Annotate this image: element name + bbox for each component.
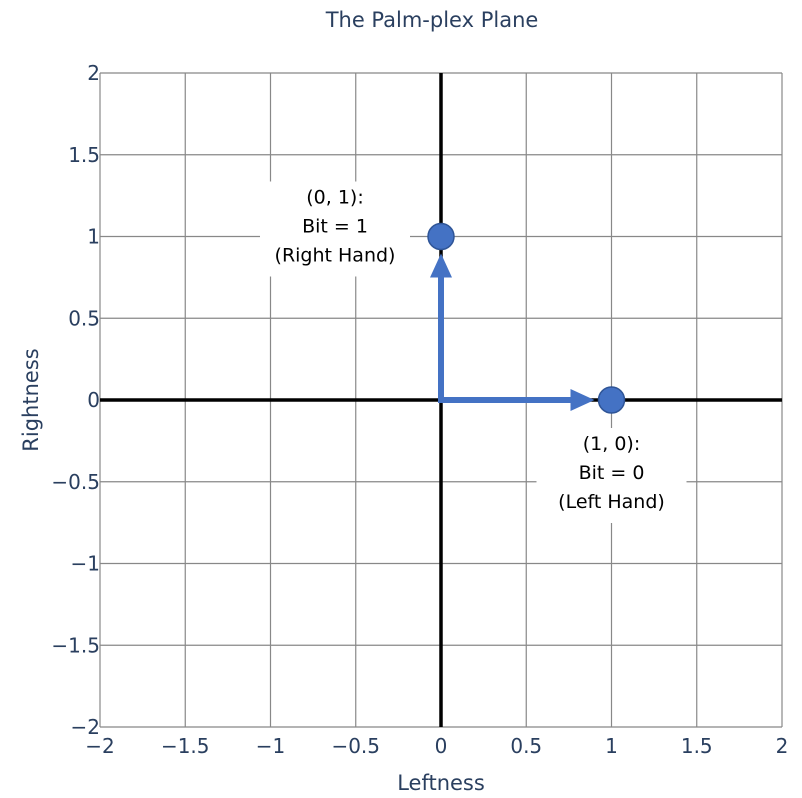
y-tick-label: −2 — [71, 715, 100, 739]
data-point — [597, 386, 626, 414]
y-tick-label: −0.5 — [51, 470, 100, 494]
y-tick-label: −1 — [71, 552, 100, 576]
vectors — [430, 253, 595, 411]
point-annotation: (1, 0): Bit = 0 (Left Hand) — [536, 428, 687, 523]
y-tick-label: 1 — [87, 225, 100, 249]
annotation-background — [260, 181, 410, 277]
points — [427, 222, 626, 414]
x-tick-label: −1 — [256, 734, 285, 758]
annotation-line: Bit = 0 — [579, 462, 645, 484]
vector-arrow — [438, 389, 595, 411]
annotation-line: (1, 0): — [583, 433, 640, 455]
annotation-line: Bit = 1 — [302, 216, 368, 238]
y-tick-label: 1.5 — [68, 143, 100, 167]
y-tick-label: 0 — [87, 388, 100, 412]
x-tick-label: −1.5 — [161, 734, 210, 758]
y-tick-label: 0.5 — [68, 306, 100, 330]
x-tick-label: 1.5 — [681, 734, 713, 758]
x-tick-label: 2 — [776, 734, 789, 758]
vector-arrow — [430, 253, 452, 403]
data-point — [427, 222, 455, 251]
x-tick-label: −0.5 — [331, 734, 380, 758]
x-tick-labels: −2 −1.5 −1 −0.5 0 0.5 1 1.5 2 — [85, 734, 788, 758]
annotation-line: (Left Hand) — [558, 491, 665, 513]
y-tick-label: 2 — [87, 61, 100, 85]
x-tick-label: −2 — [85, 734, 114, 758]
annotations: (0, 1): Bit = 1 (Right Hand) (1, 0): Bit = 0… — [260, 181, 687, 523]
point-annotation: (0, 1): Bit = 1 (Right Hand) — [260, 181, 410, 277]
x-tick-label: 0.5 — [510, 734, 542, 758]
annotation-line: (Right Hand) — [275, 245, 396, 267]
x-axis-title: Leftness — [397, 771, 485, 795]
chart-title: The Palm-plex Plane — [325, 8, 539, 32]
annotation-line: (0, 1): — [306, 187, 363, 209]
x-tick-label: 1 — [605, 734, 618, 758]
x-tick-label: 0 — [435, 734, 448, 758]
annotation-background — [536, 428, 687, 523]
y-tick-labels: −2 −1.5 −1 −0.5 0 0.5 1 1.5 2 — [51, 61, 100, 739]
y-axis-title: Rightness — [19, 348, 43, 451]
y-tick-label: −1.5 — [51, 633, 100, 657]
